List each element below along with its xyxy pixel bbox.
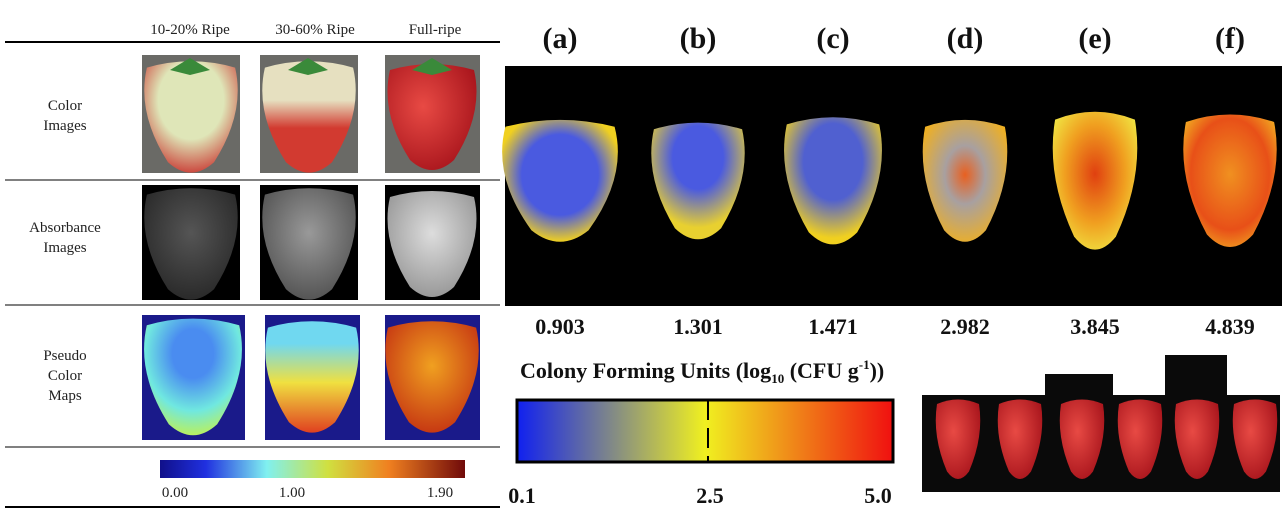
title-superscript: -1 [859, 357, 870, 372]
page: Strawberry ripeness and CFU figure body … [0, 0, 1282, 510]
panel-letter: (f) [1215, 22, 1245, 55]
row-label: Images [43, 118, 86, 134]
cfu-colorbar [517, 400, 893, 462]
row-label: Pseudo [43, 348, 86, 364]
cfu-value: 4.839 [1205, 314, 1255, 339]
column-label: 30-60% Ripe [275, 22, 355, 38]
title-part: )) [870, 358, 885, 383]
title-part: Colony Forming Units (log [520, 358, 771, 383]
title-subscript: 10 [771, 371, 784, 386]
colorbar-label: 0.1 [508, 483, 536, 508]
figure: 10-20% Ripe 30-60% Ripe Full-ripe Color … [0, 0, 1282, 510]
colorbar [160, 460, 465, 478]
cfu-value: 2.982 [940, 314, 990, 339]
photo-strip [1165, 355, 1227, 397]
cfu-value: 1.301 [673, 314, 723, 339]
colorbar-label: 2.5 [696, 483, 724, 508]
row-label: Images [43, 240, 86, 256]
panel-letter: (e) [1078, 22, 1111, 55]
body: {"left_panel":{"columns":["10-20% Ripe",… [0, 0, 1282, 510]
cfu-value: 0.903 [535, 314, 585, 339]
colorbar-label: 5.0 [864, 483, 892, 508]
title-part: (CFU g [784, 358, 859, 383]
colorbar-label: 1.00 [279, 485, 305, 501]
heatmap-bg [505, 66, 1282, 306]
row-label: Maps [48, 388, 81, 404]
colorbar-title: Colony Forming Units (log10 (CFU g-1)) [520, 357, 884, 386]
row-label: Absorbance [29, 220, 101, 236]
row-label: Color [48, 368, 82, 384]
colorbar-label: 0.00 [162, 485, 188, 501]
row-label: Color [48, 98, 82, 114]
cfu-value: 3.845 [1070, 314, 1120, 339]
column-label: 10-20% Ripe [150, 22, 230, 38]
cfu-value: 1.471 [808, 314, 858, 339]
colorbar-label: 1.90 [427, 485, 453, 501]
column-label: Full-ripe [409, 22, 462, 38]
photo-strip [1045, 374, 1113, 396]
panel-letter: (b) [680, 22, 717, 55]
right-panel: Colony Forming Units (log10 (CFU g-1)) 0… [505, 66, 1282, 508]
panel-letter: (c) [816, 22, 849, 55]
panel-letter: (d) [947, 22, 984, 55]
panel-letter: (a) [543, 22, 578, 55]
